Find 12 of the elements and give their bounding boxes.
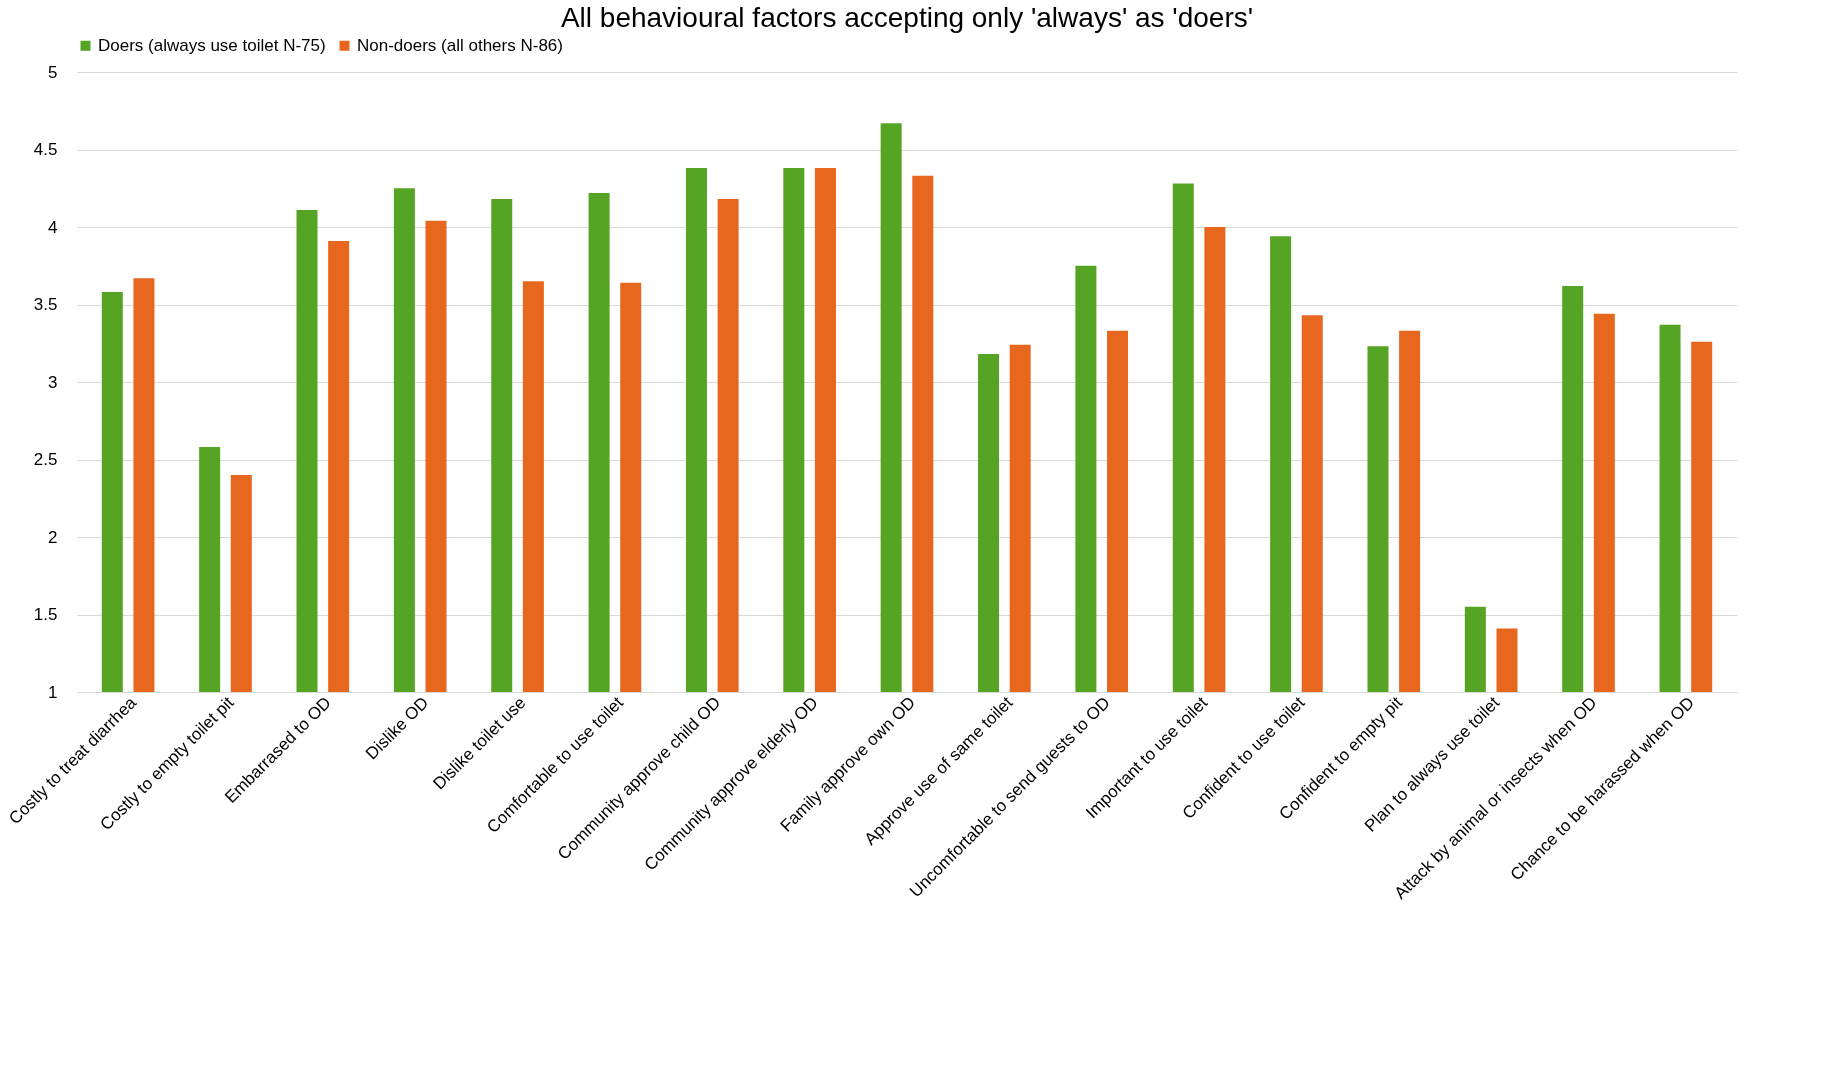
y-tick-label: 2.5 xyxy=(33,450,58,469)
y-tick-label: 5 xyxy=(48,62,58,82)
chart-title: All behavioural factors accepting only 'always' as 'doers' xyxy=(560,2,1254,33)
y-tick-label: 4 xyxy=(48,217,58,237)
y-tick-label: 2 xyxy=(48,527,58,547)
y-tick-label: 1 xyxy=(48,682,58,702)
y-tick-label: 3.5 xyxy=(33,295,58,314)
y-tick-label: 4.5 xyxy=(33,140,58,159)
y-tick-label: 1.5 xyxy=(33,605,58,624)
y-tick-label: 3 xyxy=(48,372,58,392)
legend-label: Doers (always use toilet N-75) xyxy=(98,35,326,55)
legend-label: Non-doers (all others N-86) xyxy=(357,35,563,55)
